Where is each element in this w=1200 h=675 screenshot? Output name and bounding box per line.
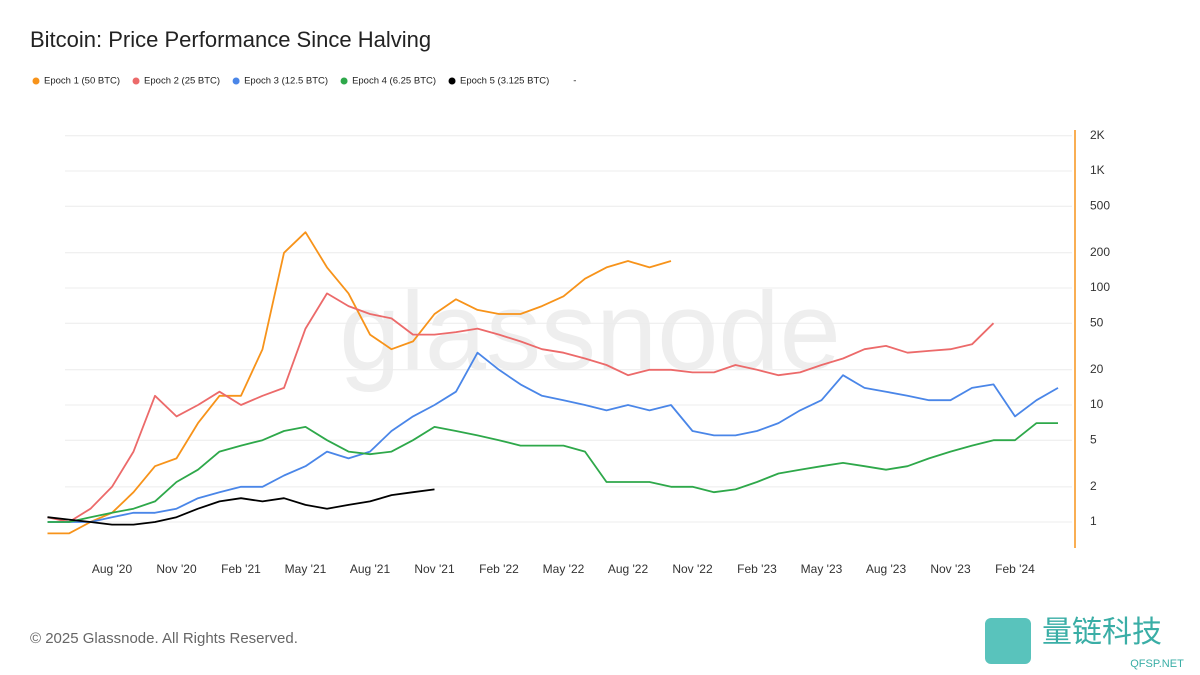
watermark: glassnode <box>339 270 841 393</box>
legend-label: Epoch 3 (12.5 BTC) <box>244 76 328 87</box>
logo: 量链科技 QFSP.NET <box>985 616 1184 670</box>
y-tick-label: 1K <box>1090 163 1105 177</box>
y-tick-label: 5 <box>1090 432 1097 446</box>
y-tick-label: 1 <box>1090 514 1097 528</box>
x-tick-label: Feb '23 <box>737 562 777 576</box>
x-tick-label: Aug '21 <box>350 562 391 576</box>
x-tick-label: May '23 <box>801 562 843 576</box>
x-tick-label: Aug '22 <box>608 562 649 576</box>
legend-item: Epoch 1 (50 BTC) <box>32 76 120 87</box>
chart-title: Bitcoin: Price Performance Since Halving <box>30 27 431 52</box>
y-tick-label: 50 <box>1090 315 1104 329</box>
y-tick-label: 10 <box>1090 397 1104 411</box>
legend-label: - <box>573 76 576 87</box>
brand-site: QFSP.NET <box>1130 658 1184 670</box>
legend-item: Epoch 2 (25 BTC) <box>132 76 220 87</box>
legend-label: Epoch 2 (25 BTC) <box>144 76 220 87</box>
y-tick-label: 500 <box>1090 198 1110 212</box>
x-tick-label: Aug '23 <box>866 562 907 576</box>
legend-swatch <box>232 77 240 85</box>
x-tick-label: Nov '22 <box>672 562 713 576</box>
x-tick-label: Nov '21 <box>414 562 455 576</box>
x-tick-label: May '21 <box>285 562 327 576</box>
series-line <box>47 292 995 523</box>
footer: © 2025 Glassnode. All Rights Reserved. <box>30 630 298 647</box>
series-line <box>47 231 672 535</box>
series-line <box>47 488 435 526</box>
y-tick-label: 100 <box>1090 280 1110 294</box>
legend-swatch <box>448 77 456 85</box>
legend-swatch <box>340 77 348 85</box>
x-tick-label: May '22 <box>543 562 585 576</box>
legend-item: Epoch 3 (12.5 BTC) <box>232 76 328 87</box>
brand: 量链科技 <box>1042 616 1162 649</box>
y-tick-label: 2K <box>1090 128 1105 142</box>
legend-item: - <box>573 76 576 87</box>
series-line <box>47 422 1058 523</box>
legend-item: Epoch 5 (3.125 BTC) <box>448 76 549 87</box>
x-tick-label: Feb '22 <box>479 562 519 576</box>
legend-swatch <box>132 77 140 85</box>
y-tick-label: 200 <box>1090 245 1110 259</box>
legend-label: Epoch 5 (3.125 BTC) <box>460 76 549 87</box>
series-line <box>47 351 1059 523</box>
legend-item: Epoch 4 (6.25 BTC) <box>340 76 436 87</box>
legend-swatch <box>32 77 40 85</box>
y-tick-label: 2 <box>1090 479 1097 493</box>
x-tick-label: Aug '20 <box>92 562 133 576</box>
legend-label: Epoch 1 (50 BTC) <box>44 76 120 87</box>
legend-label: Epoch 4 (6.25 BTC) <box>352 76 436 87</box>
y-tick-label: 20 <box>1090 362 1104 376</box>
x-tick-label: Feb '21 <box>221 562 261 576</box>
x-tick-label: Nov '23 <box>930 562 971 576</box>
x-tick-label: Nov '20 <box>156 562 197 576</box>
x-tick-label: Feb '24 <box>995 562 1035 576</box>
